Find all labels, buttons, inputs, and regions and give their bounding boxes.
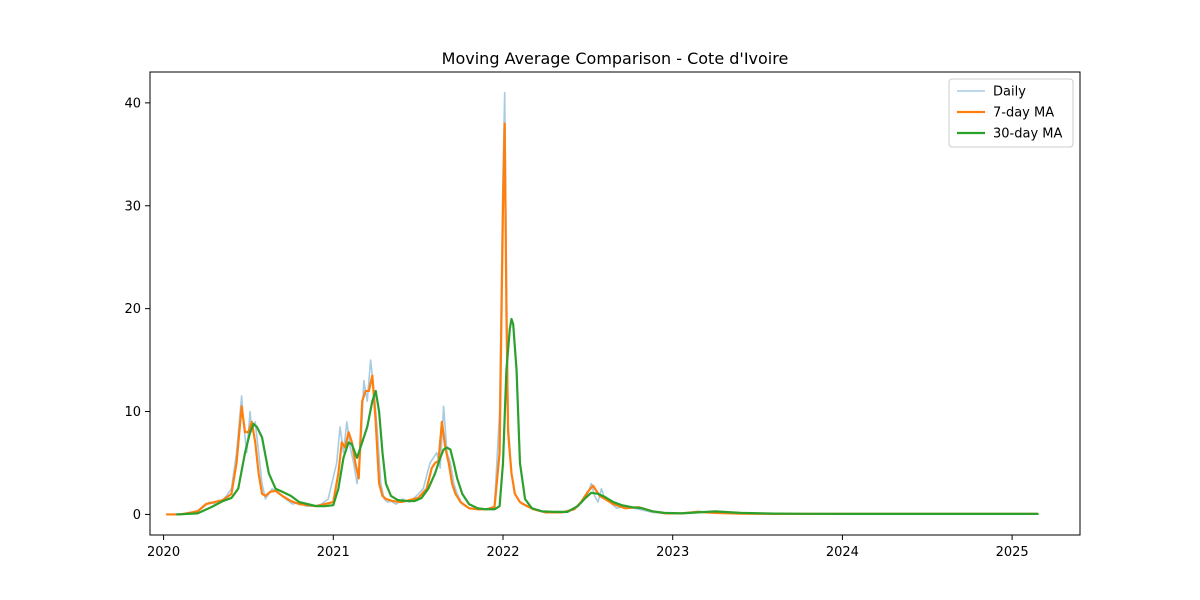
plot-area-frame (149, 71, 1081, 536)
series-line-0 (166, 91, 1039, 516)
x-tick-label: 2020 (147, 545, 180, 560)
series-line-1 (165, 122, 1039, 516)
x-tick-label: 2022 (486, 545, 519, 560)
x-tick-label: 2023 (656, 545, 689, 560)
x-tick-label: 2024 (826, 545, 859, 560)
series-line-2 (176, 317, 1039, 516)
legend-label-0: Daily (993, 85, 1026, 100)
y-tick-label: 10 (124, 405, 141, 420)
legend: Daily 7-day MA 30-day MA (948, 78, 1074, 148)
x-tick-label: 2021 (317, 545, 350, 560)
y-tick-label: 40 (124, 96, 141, 111)
series-layer (165, 91, 1039, 516)
x-axis: 2020 2021 2022 2023 2024 2025 (147, 535, 1029, 560)
y-tick-label: 0 (133, 508, 141, 523)
legend-label-1: 7-day MA (993, 106, 1054, 121)
legend-label-2: 30-day MA (993, 127, 1062, 142)
y-axis: 0 10 20 30 40 (124, 96, 150, 523)
x-tick-label: 2025 (996, 545, 1029, 560)
chart-title: Moving Average Comparison - Cote d'Ivoir… (442, 49, 789, 68)
y-tick-label: 30 (124, 199, 141, 214)
y-tick-label: 20 (124, 302, 141, 317)
legend-box (948, 78, 1074, 148)
